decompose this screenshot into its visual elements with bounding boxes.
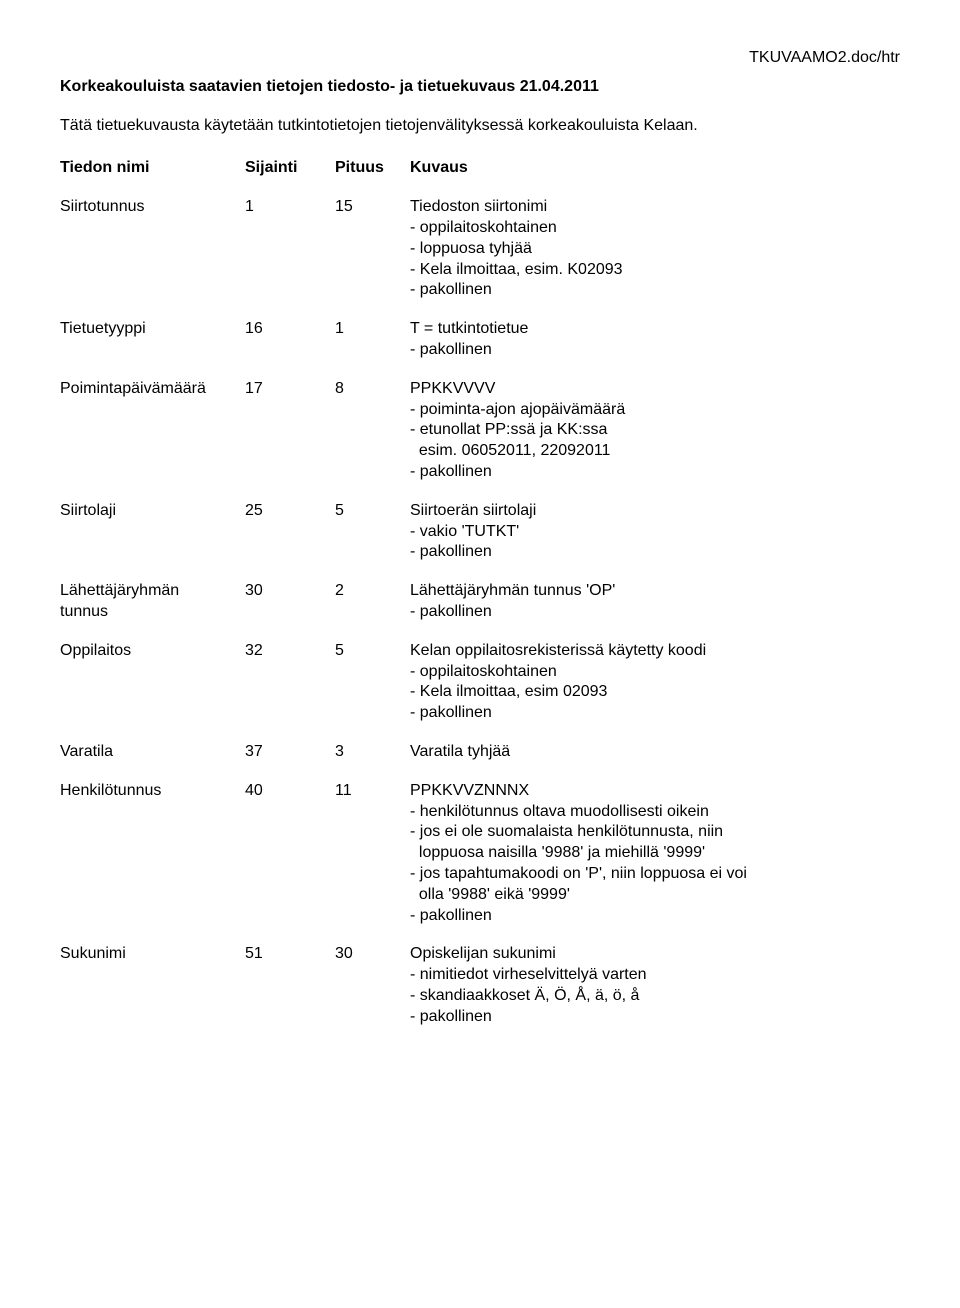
- field-description: T = tutkintotietue - pakollinen: [410, 319, 900, 361]
- field-description: Opiskelijan sukunimi - nimitiedot virhes…: [410, 944, 900, 1027]
- field-position: 17: [245, 379, 335, 400]
- table-row: Tietuetyyppi161T = tutkintotietue - pako…: [60, 319, 900, 361]
- field-length: 2: [335, 581, 410, 602]
- field-description: PPKKVVZNNNX - henkilötunnus oltava muodo…: [410, 781, 900, 927]
- field-length: 11: [335, 781, 410, 802]
- field-description: Tiedoston siirtonimi - oppilaitoskohtain…: [410, 197, 900, 301]
- field-description: Lähettäjäryhmän tunnus 'OP' - pakollinen: [410, 581, 900, 623]
- table-row: Henkilötunnus4011PPKKVVZNNNX - henkilötu…: [60, 781, 900, 927]
- field-description: Varatila tyhjää: [410, 742, 900, 763]
- field-name: Oppilaitos: [60, 641, 245, 662]
- field-name: Siirtolaji: [60, 501, 245, 522]
- col-header-desc: Kuvaus: [410, 158, 900, 179]
- field-name: Varatila: [60, 742, 245, 763]
- field-description: PPKKVVVV - poiminta-ajon ajopäivämäärä -…: [410, 379, 900, 483]
- field-position: 37: [245, 742, 335, 763]
- field-length: 30: [335, 944, 410, 965]
- page-title: Korkeakouluista saatavien tietojen tiedo…: [60, 77, 900, 98]
- intro-text: Tätä tietuekuvausta käytetään tutkintoti…: [60, 116, 900, 137]
- table-row: Sukunimi5130Opiskelijan sukunimi - nimit…: [60, 944, 900, 1027]
- field-description: Kelan oppilaitosrekisterissä käytetty ko…: [410, 641, 900, 724]
- field-position: 51: [245, 944, 335, 965]
- table-row: Lähettäjäryhmän tunnus302Lähettäjäryhmän…: [60, 581, 900, 623]
- field-length: 1: [335, 319, 410, 340]
- col-header-len: Pituus: [335, 158, 410, 179]
- field-position: 30: [245, 581, 335, 602]
- field-name: Siirtotunnus: [60, 197, 245, 218]
- field-length: 5: [335, 501, 410, 522]
- table-row: Varatila373Varatila tyhjää: [60, 742, 900, 763]
- col-header-pos: Sijainti: [245, 158, 335, 179]
- doc-header: TKUVAAMO2.doc/htr: [60, 48, 900, 69]
- field-name: Henkilötunnus: [60, 781, 245, 802]
- table-row: Siirtolaji255Siirtoerän siirtolaji - vak…: [60, 501, 900, 563]
- table-row: Poimintapäivämäärä178PPKKVVVV - poiminta…: [60, 379, 900, 483]
- table-row: Siirtotunnus115Tiedoston siirtonimi - op…: [60, 197, 900, 301]
- field-position: 40: [245, 781, 335, 802]
- field-name: Sukunimi: [60, 944, 245, 965]
- field-position: 32: [245, 641, 335, 662]
- field-position: 1: [245, 197, 335, 218]
- rows-container: Siirtotunnus115Tiedoston siirtonimi - op…: [60, 197, 900, 1027]
- field-length: 8: [335, 379, 410, 400]
- table-row: Oppilaitos325Kelan oppilaitosrekisteriss…: [60, 641, 900, 724]
- field-name: Poimintapäivämäärä: [60, 379, 245, 400]
- field-description: Siirtoerän siirtolaji - vakio 'TUTKT' - …: [410, 501, 900, 563]
- field-position: 16: [245, 319, 335, 340]
- col-header-name: Tiedon nimi: [60, 158, 245, 179]
- field-name: Tietuetyyppi: [60, 319, 245, 340]
- field-length: 15: [335, 197, 410, 218]
- column-header-row: Tiedon nimi Sijainti Pituus Kuvaus: [60, 158, 900, 179]
- field-name: Lähettäjäryhmän tunnus: [60, 581, 245, 623]
- field-position: 25: [245, 501, 335, 522]
- field-length: 3: [335, 742, 410, 763]
- field-length: 5: [335, 641, 410, 662]
